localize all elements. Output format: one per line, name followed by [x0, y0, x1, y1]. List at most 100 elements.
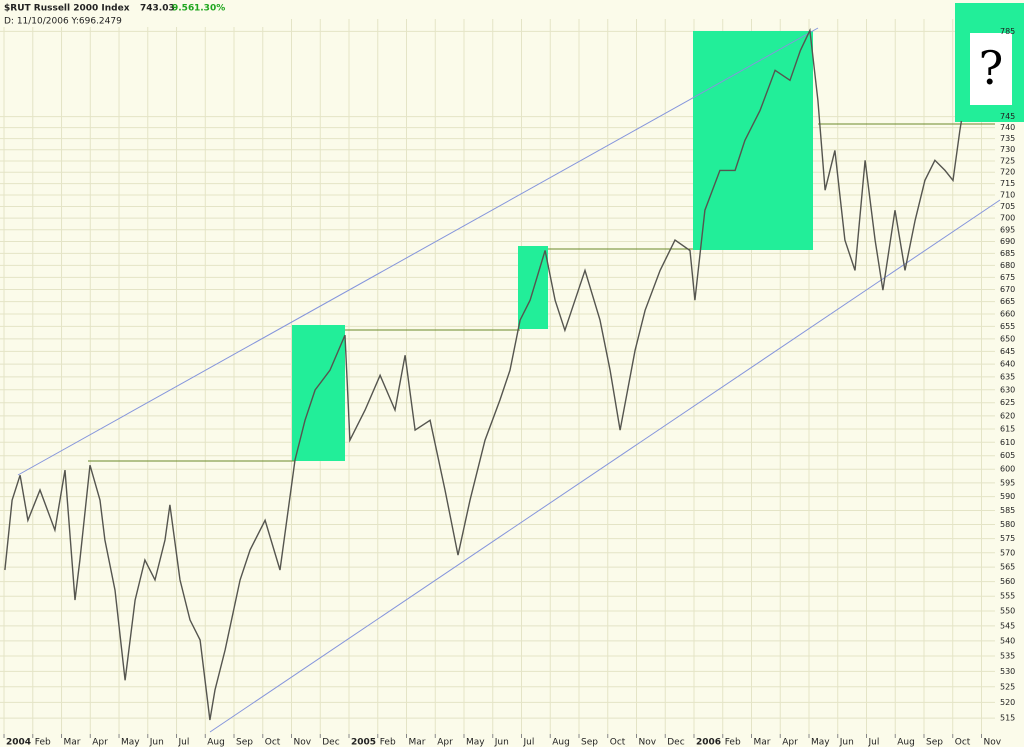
x-tick-label: Oct [265, 738, 281, 747]
y-tick-label: 710 [1000, 190, 1015, 199]
x-tick-label: Jun [494, 738, 509, 747]
y-tick-label: 660 [1000, 309, 1015, 318]
change: 9.56 [172, 4, 194, 14]
x-tick-label: Apr [437, 738, 453, 747]
x-tick-label: Sep [581, 738, 598, 747]
x-tick-label: Jun [839, 738, 854, 747]
x-tick-label: 2006 [696, 738, 721, 747]
x-tick-label: Dec [667, 738, 684, 747]
change-pct: 1.30% [194, 4, 225, 14]
upper-channel [17, 27, 819, 476]
y-tick-label: 550 [1000, 606, 1015, 615]
y-tick-label: 565 [1000, 563, 1015, 572]
x-tick-label: May [466, 738, 485, 747]
x-tick-label: Sep [236, 738, 253, 747]
x-tick-label: Dec [322, 738, 339, 747]
x-tick-label: Nov [294, 738, 312, 747]
x-tick-label: Jul [178, 738, 190, 747]
y-tick-label: 635 [1000, 372, 1015, 381]
x-tick-label: 2005 [351, 738, 376, 747]
y-tick-label: 515 [1000, 714, 1015, 723]
x-tick-label: Mar [753, 738, 770, 747]
y-tick-label: 620 [1000, 411, 1015, 420]
x-tick-label: Jun [149, 738, 164, 747]
y-tick-label: 555 [1000, 592, 1015, 601]
last-price: 743.03 [140, 4, 175, 14]
highlight-boxes [292, 3, 1024, 461]
y-tick-label: 640 [1000, 360, 1015, 369]
x-tick-label: Jul [867, 738, 879, 747]
y-tick-label: 590 [1000, 492, 1015, 501]
y-tick-label: 655 [1000, 322, 1015, 331]
y-tick-label: 580 [1000, 520, 1015, 529]
x-tick-label: Feb [725, 738, 741, 747]
y-tick-label: 560 [1000, 577, 1015, 586]
question-box [970, 33, 1012, 105]
y-tick-label: 735 [1000, 134, 1015, 143]
y-tick-label: 650 [1000, 334, 1015, 343]
x-tick-label: Mar [64, 738, 81, 747]
y-tick-label: 705 [1000, 202, 1015, 211]
x-tick-label: Feb [380, 738, 396, 747]
x-tick-label: Nov [983, 738, 1001, 747]
x-tick-label: Apr [782, 738, 798, 747]
y-tick-label: 680 [1000, 261, 1015, 270]
y-tick-label: 740 [1000, 123, 1015, 132]
y-tick-label: 600 [1000, 465, 1015, 474]
highlight-box [693, 31, 813, 250]
y-tick-label: 665 [1000, 297, 1015, 306]
y-tick-label: 670 [1000, 285, 1015, 294]
y-tick-label: 585 [1000, 506, 1015, 515]
x-tick-label: Aug [552, 738, 570, 747]
title: $RUT Russell 2000 Index [4, 4, 130, 14]
x-tick-label: Mar [409, 738, 426, 747]
y-tick-label: 645 [1000, 347, 1015, 356]
subtitle: D: 11/10/2006 Y:696.2479 [4, 17, 122, 27]
y-tick-label: 625 [1000, 398, 1015, 407]
y-tick-label: 695 [1000, 225, 1015, 234]
y-tick-label: 540 [1000, 636, 1015, 645]
y-tick-label: 690 [1000, 237, 1015, 246]
y-tick-label: 520 [1000, 698, 1015, 707]
x-tick-label: Aug [207, 738, 225, 747]
y-tick-label: 785 [1000, 27, 1015, 36]
y-tick-label: 610 [1000, 438, 1015, 447]
x-tick-label: Jul [523, 738, 535, 747]
y-tick-label: 530 [1000, 667, 1015, 676]
y-tick-label: 700 [1000, 214, 1015, 223]
x-tick-label: May [121, 738, 140, 747]
x-tick-label: Apr [92, 738, 108, 747]
y-tick-label: 730 [1000, 145, 1015, 154]
y-tick-label: 545 [1000, 621, 1015, 630]
x-tick-label: May [811, 738, 830, 747]
price-line [4, 27, 963, 721]
y-tick-label: 675 [1000, 273, 1015, 282]
lower-channel [209, 199, 1001, 733]
y-tick-label: 570 [1000, 548, 1015, 557]
x-tick-label: Oct [955, 738, 971, 747]
y-tick-label: 685 [1000, 249, 1015, 258]
plot [4, 27, 963, 721]
x-tick-label: Aug [897, 738, 915, 747]
x-tick-label: Oct [610, 738, 626, 747]
x-tick-label: Sep [926, 738, 943, 747]
trend-lines [17, 27, 1001, 733]
y-tick-label: 630 [1000, 385, 1015, 394]
x-tick-label: Feb [35, 738, 51, 747]
y-tick-label: 720 [1000, 168, 1015, 177]
y-tick-label: 725 [1000, 156, 1015, 165]
y-tick-label: 745 [1000, 112, 1015, 121]
y-tick-label: 595 [1000, 478, 1015, 487]
y-tick-label: 615 [1000, 425, 1015, 434]
x-tick-label: 2004 [6, 738, 31, 747]
y-tick-label: 575 [1000, 534, 1015, 543]
y-tick-label: 715 [1000, 179, 1015, 188]
header-bg [0, 0, 280, 27]
annotation: ? [979, 41, 1004, 95]
y-tick-label: 525 [1000, 682, 1015, 691]
x-tick-label: Nov [639, 738, 657, 747]
y-tick-label: 535 [1000, 652, 1015, 661]
y-tick-label: 605 [1000, 451, 1015, 460]
